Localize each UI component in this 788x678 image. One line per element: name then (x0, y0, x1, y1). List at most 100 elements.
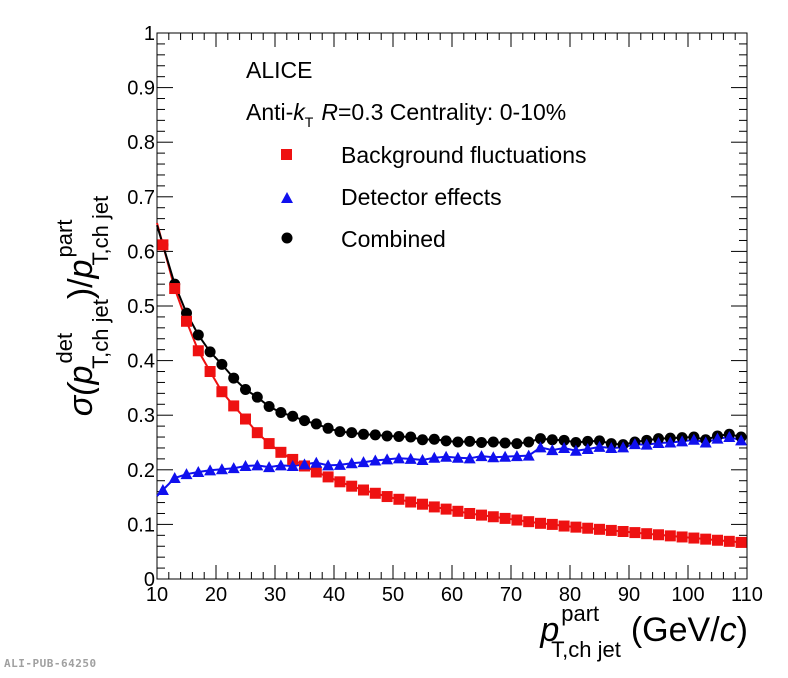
marker-detector (381, 453, 394, 465)
marker-background (464, 507, 476, 519)
marker-background (169, 283, 181, 295)
y-tick-label: 0.8 (127, 132, 155, 154)
legend-label-combined: Combined (341, 226, 446, 252)
marker-background (511, 514, 523, 526)
marker-detector (392, 452, 405, 464)
marker-detector (558, 441, 571, 453)
marker-combined (216, 358, 228, 370)
marker-background (322, 471, 334, 483)
marker-combined (476, 437, 487, 448)
marker-detector (204, 464, 217, 476)
marker-combined (240, 384, 251, 396)
marker-background (723, 535, 735, 547)
marker-combined (570, 437, 582, 448)
marker-background (275, 446, 287, 458)
marker-background (629, 527, 641, 539)
data-markers (156, 239, 748, 548)
y-tick-label: 0.7 (127, 187, 155, 209)
x-tick-label: 20 (205, 584, 227, 606)
marker-combined (346, 427, 358, 439)
marker-detector (510, 450, 523, 462)
marker-detector (640, 438, 653, 450)
marker-detector (227, 462, 240, 474)
marker-combined (464, 435, 476, 447)
y-tick-label: 0.3 (127, 405, 155, 427)
marker-background (523, 516, 535, 528)
marker-detector (215, 463, 228, 475)
marker-combined (263, 400, 275, 412)
marker-background (310, 466, 322, 478)
marker-detector (180, 468, 193, 480)
x-tick-labels: 10 20 30 40 50 60 70 80 90 100 110 (146, 584, 763, 606)
x-tick-label: 10 (146, 584, 168, 606)
marker-detector (735, 434, 748, 446)
marker-background (440, 503, 452, 515)
marker-background (405, 496, 417, 508)
marker-background (369, 487, 381, 499)
marker-detector (534, 441, 547, 453)
y-tick-labels: 0 0.1 0.2 0.3 0.4 0.5 0.6 0.7 0.8 0.9 1 (127, 23, 155, 591)
marker-detector (617, 441, 630, 453)
marker-combined (204, 346, 216, 358)
marker-detector (546, 444, 559, 456)
marker-detector (605, 441, 618, 453)
marker-background (334, 476, 346, 488)
marker-combined (299, 415, 310, 427)
marker-detector (345, 457, 358, 469)
marker-detector (298, 458, 311, 470)
marker-detector (664, 436, 677, 448)
marker-background (641, 528, 653, 540)
marker-detector (428, 451, 441, 463)
marker-detector (699, 436, 712, 448)
marker-background (664, 530, 676, 542)
marker-combined (452, 436, 464, 448)
marker-background (251, 427, 263, 439)
marker-detector (723, 431, 736, 443)
marker-combined (275, 406, 287, 418)
x-tick-label: 100 (671, 584, 704, 606)
marker-background (653, 529, 664, 541)
marker-background (688, 532, 700, 544)
experiment-label: ALICE (246, 57, 312, 83)
x-tick-label: 60 (441, 584, 463, 606)
marker-background (712, 534, 723, 546)
marker-detector (711, 432, 724, 444)
legend-marker-background (281, 149, 292, 160)
marker-combined (546, 434, 558, 446)
marker-background (700, 533, 712, 545)
y-tick-label: 0.2 (127, 460, 155, 482)
marker-combined (405, 431, 417, 443)
marker-combined (369, 429, 381, 441)
publication-id: ALI-PUB-64250 (4, 657, 97, 670)
marker-background (428, 501, 440, 513)
marker-combined (440, 435, 452, 447)
marker-detector (593, 440, 606, 452)
marker-detector (357, 456, 370, 468)
marker-detector (416, 453, 429, 465)
marker-detector (322, 459, 335, 471)
marker-background (570, 521, 582, 533)
marker-detector (451, 451, 464, 463)
marker-combined (428, 433, 440, 445)
marker-detector (487, 451, 500, 463)
marker-detector (156, 484, 169, 496)
marker-background (558, 520, 570, 532)
marker-detector (581, 443, 594, 455)
marker-combined (487, 436, 499, 448)
marker-background (487, 511, 499, 523)
marker-background (381, 491, 393, 503)
y-tick-label: 0.1 (127, 514, 155, 536)
x-tick-label: 80 (559, 584, 581, 606)
marker-background (452, 505, 464, 517)
marker-detector (652, 437, 665, 449)
marker-background (204, 366, 216, 378)
marker-detector (463, 452, 476, 464)
x-tick-label: 90 (618, 584, 640, 606)
fit-line-0 (156, 222, 742, 544)
axis-ticks (156, 32, 748, 580)
marker-background (594, 523, 605, 535)
marker-background (346, 480, 358, 492)
marker-background (582, 522, 594, 534)
marker-combined (192, 329, 204, 341)
